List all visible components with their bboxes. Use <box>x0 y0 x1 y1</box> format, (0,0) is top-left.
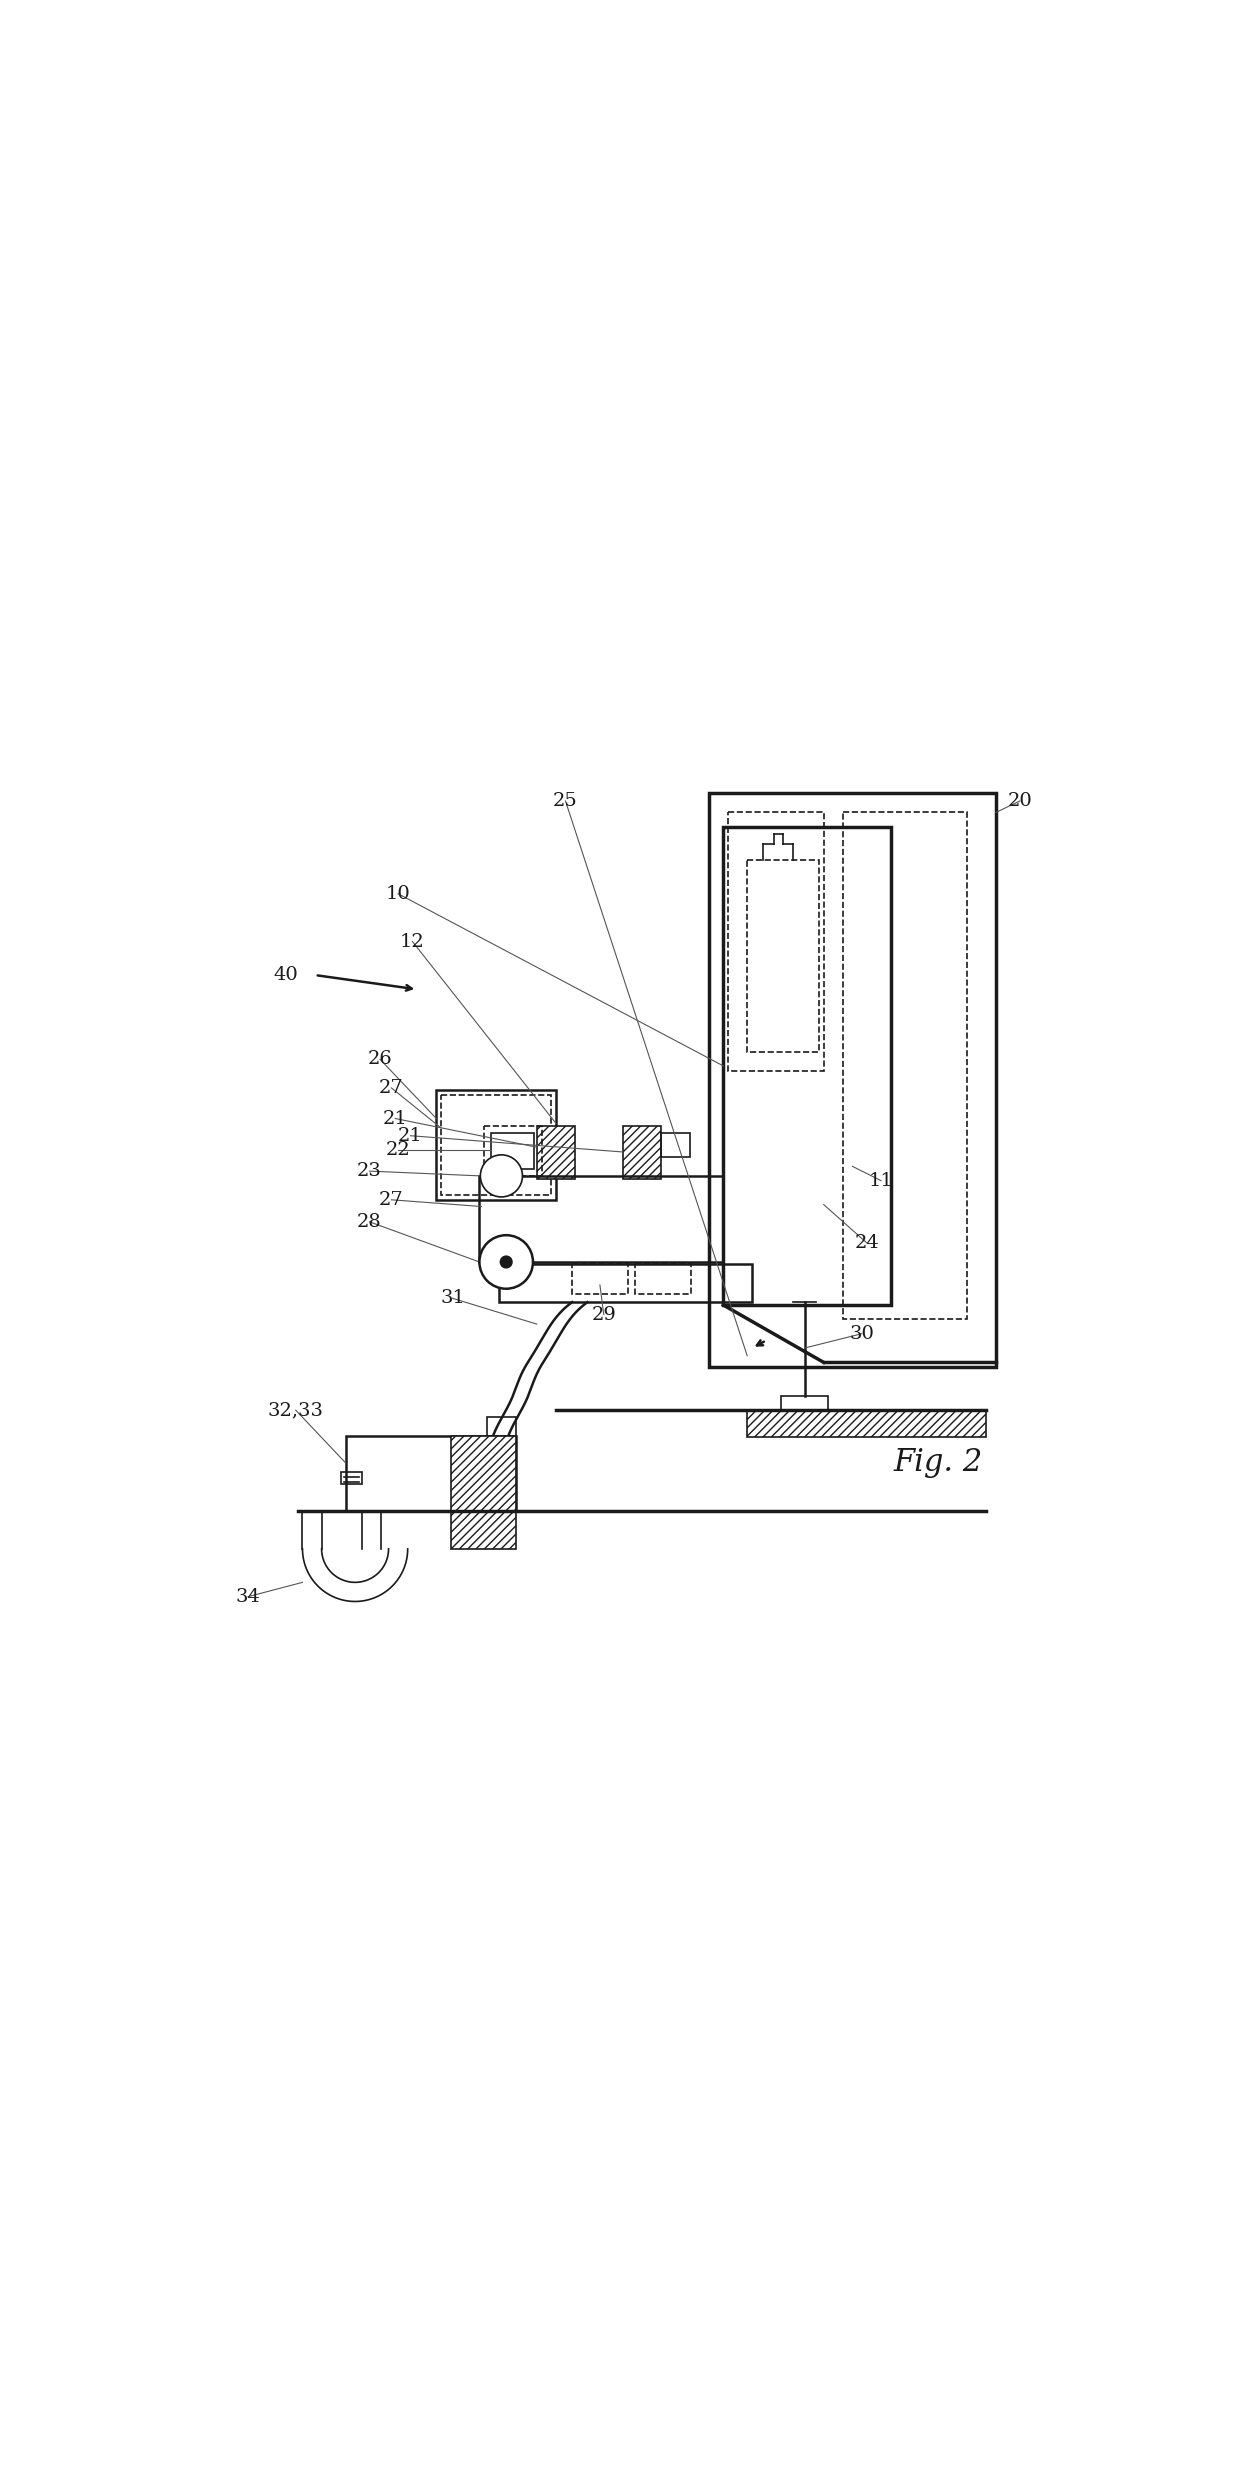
Text: 10: 10 <box>386 885 411 903</box>
Text: 30: 30 <box>849 1324 875 1342</box>
Text: 11: 11 <box>869 1171 893 1190</box>
Text: 29: 29 <box>591 1304 616 1324</box>
Circle shape <box>479 1235 533 1290</box>
Text: 26: 26 <box>368 1049 392 1069</box>
Circle shape <box>480 1156 522 1198</box>
FancyBboxPatch shape <box>748 1411 986 1436</box>
Text: 32,33: 32,33 <box>268 1401 323 1419</box>
FancyBboxPatch shape <box>708 794 996 1366</box>
Text: 27: 27 <box>379 1079 404 1096</box>
Text: 34: 34 <box>236 1587 260 1605</box>
FancyBboxPatch shape <box>537 1126 575 1178</box>
Text: 22: 22 <box>386 1141 411 1158</box>
Text: 21: 21 <box>399 1126 423 1146</box>
Text: 25: 25 <box>553 791 578 811</box>
Text: 21: 21 <box>383 1109 407 1128</box>
Text: 28: 28 <box>357 1213 381 1230</box>
FancyBboxPatch shape <box>450 1436 516 1510</box>
Text: 20: 20 <box>1007 791 1032 811</box>
Text: 40: 40 <box>274 967 299 985</box>
FancyBboxPatch shape <box>623 1126 661 1178</box>
Text: 31: 31 <box>441 1290 465 1307</box>
Text: 24: 24 <box>854 1235 879 1252</box>
Text: 27: 27 <box>379 1190 404 1208</box>
Text: Fig. 2: Fig. 2 <box>893 1448 983 1478</box>
Text: 23: 23 <box>357 1163 381 1180</box>
FancyBboxPatch shape <box>450 1510 516 1550</box>
Text: 12: 12 <box>400 932 424 950</box>
Circle shape <box>501 1257 512 1267</box>
